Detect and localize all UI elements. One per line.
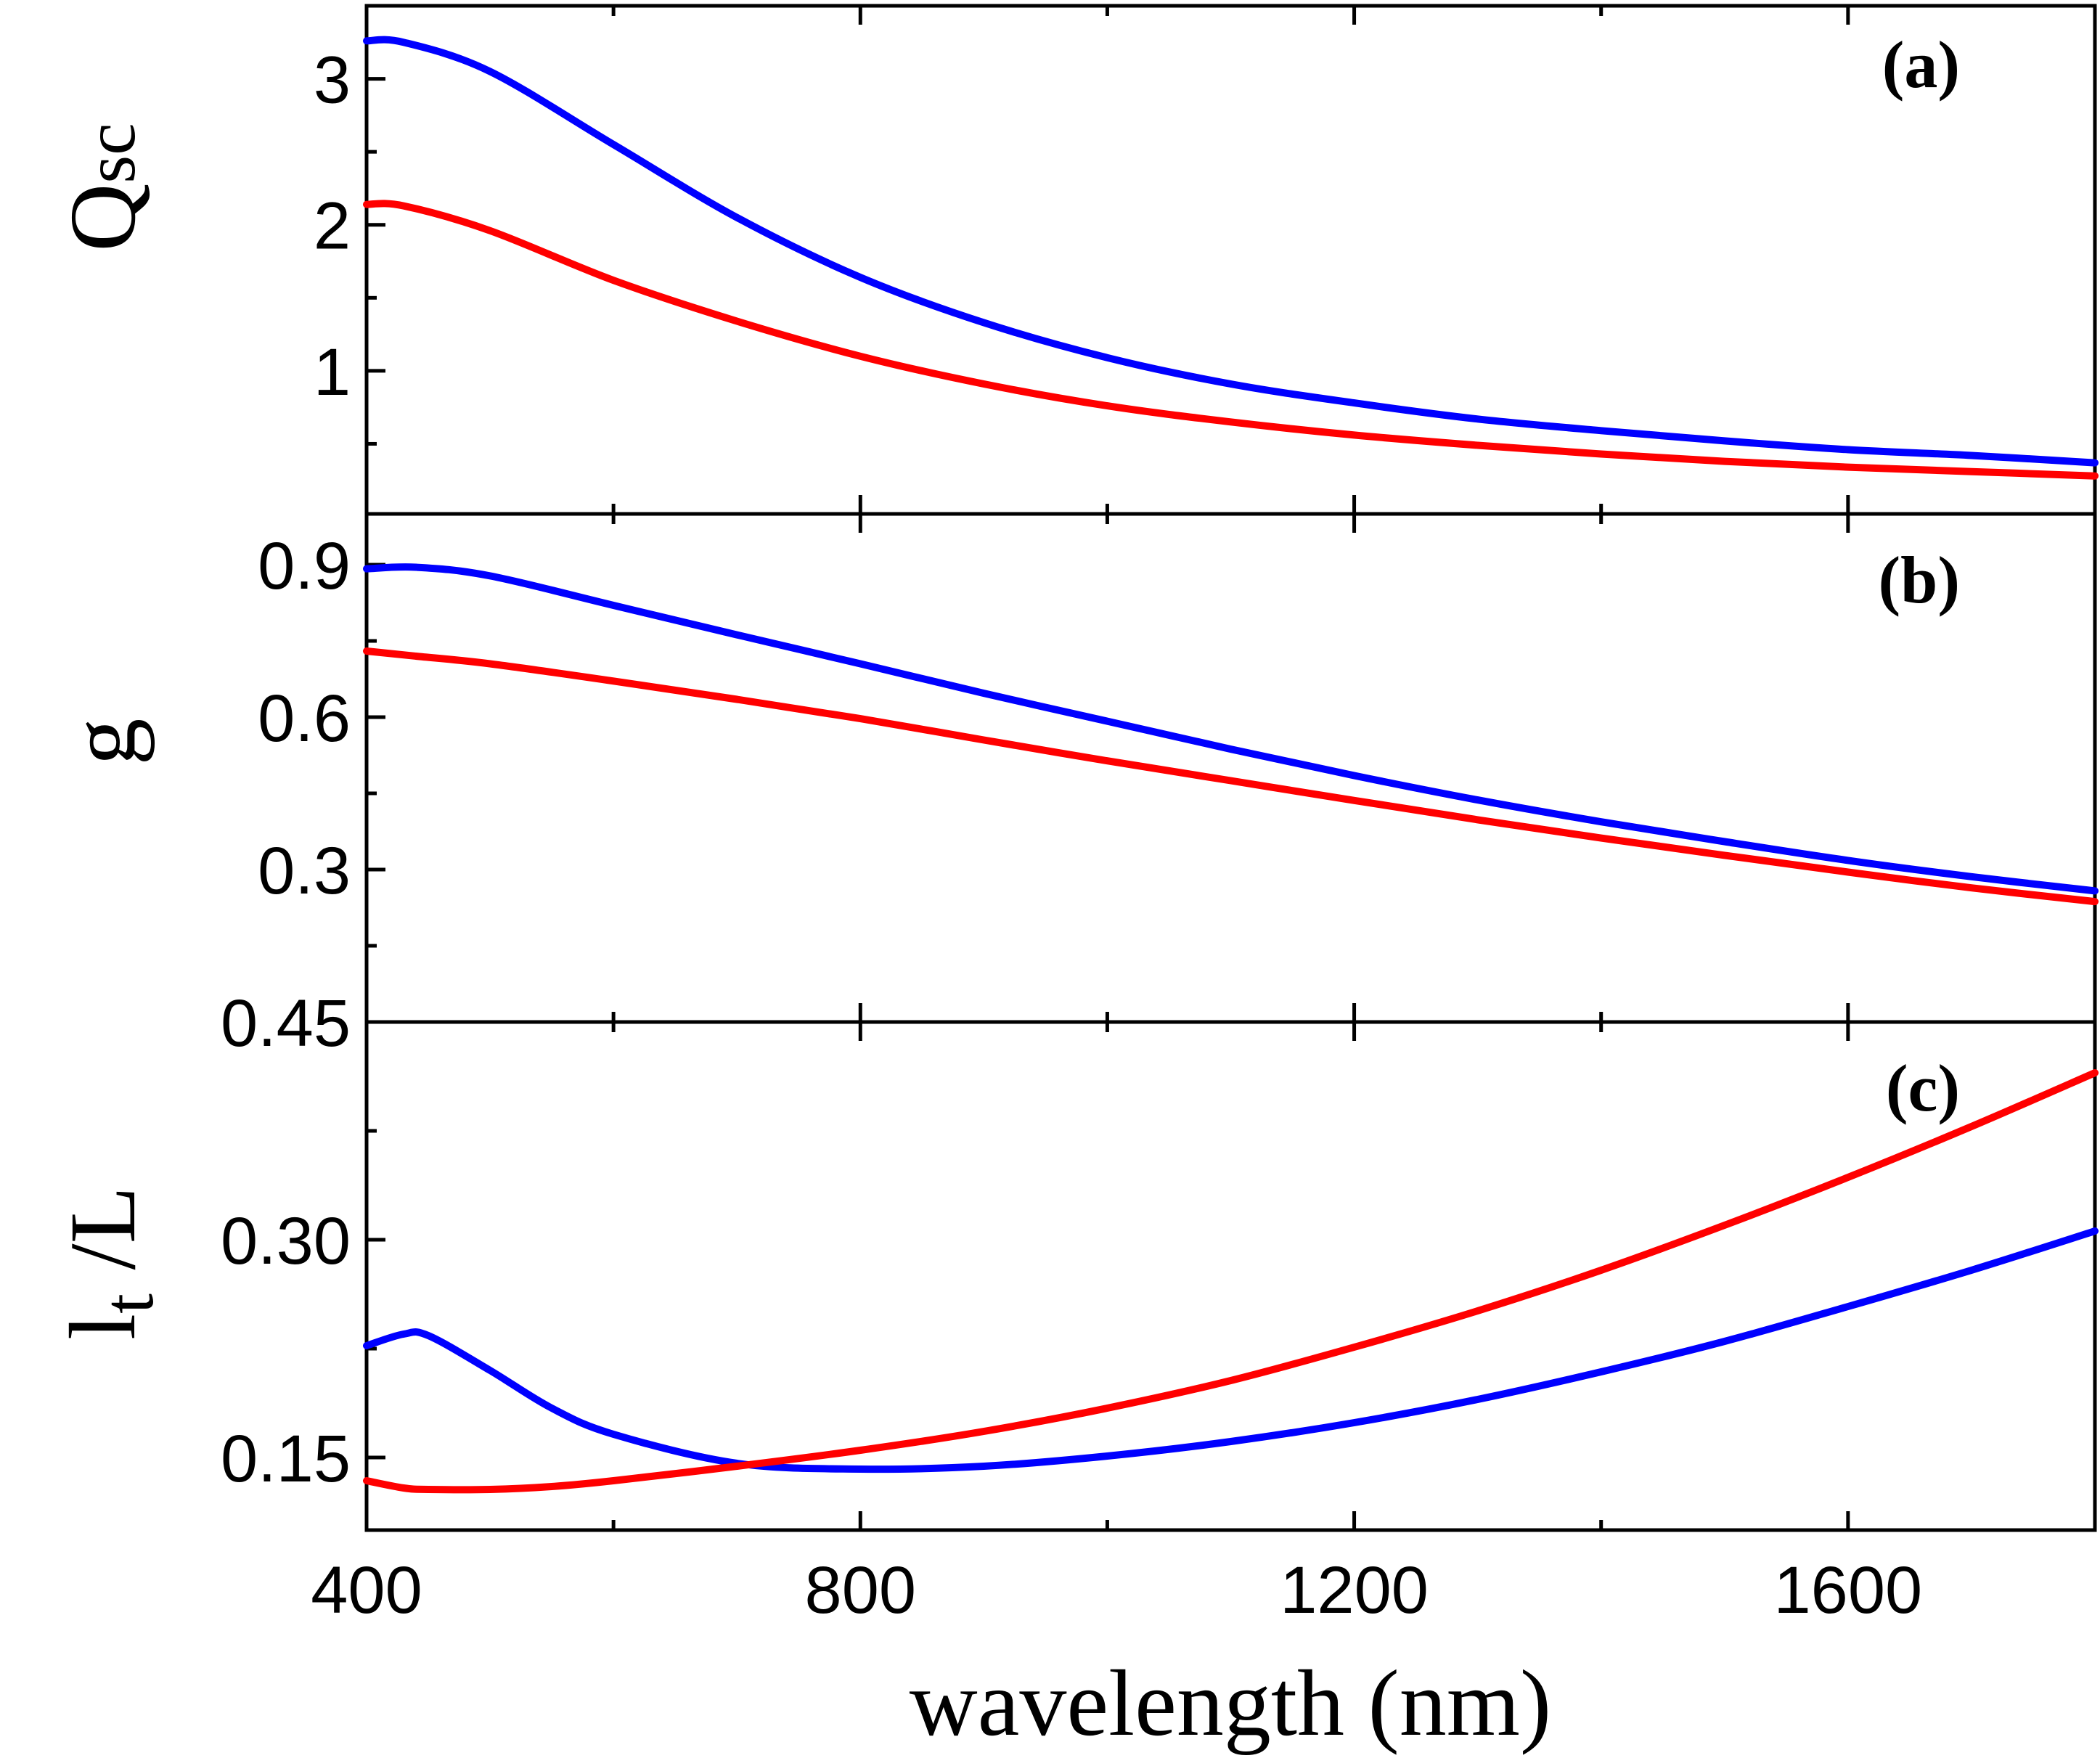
panel-b-ylabel: g: [51, 719, 155, 766]
panel-b-series-red: [363, 647, 2099, 906]
panel-c-frame: [364, 1020, 2097, 1532]
panel-c-series: [363, 1069, 2099, 1494]
panel-a-frame: [364, 4, 2097, 516]
panel-a-ytick-label: 3: [314, 44, 351, 118]
panel-b-frame: [364, 512, 2097, 1024]
panel-a: 1 2 3 (a) Qsc: [51, 4, 2099, 516]
x-axis: 400 800 1200 1600: [311, 1553, 1922, 1627]
panel-b-ytick-label: 0.3: [258, 834, 351, 908]
panel-b-tag: (b): [1879, 543, 1960, 617]
x-tick-label: 800: [805, 1553, 917, 1627]
panel-a-ylabel-main: Q: [51, 184, 155, 252]
panel-b-grid: 0.9 0.6 0.3: [258, 514, 1850, 1022]
panel-c-ylabel-main: l: [51, 1314, 155, 1340]
panel-b-ytick-label: 0.6: [258, 682, 351, 756]
panel-a-ytick-label: 2: [314, 189, 351, 263]
x-tick-label: 1200: [1280, 1553, 1429, 1627]
panel-b-series: [363, 563, 2099, 906]
x-axis-label: wavelength (nm): [910, 1651, 1551, 1756]
panel-c-ylabel-sub: t: [88, 1293, 168, 1314]
panel-b-series-blue: [363, 563, 2099, 895]
panel-c-ytick-label: 0.30: [221, 1204, 351, 1278]
x-tick-label: 1600: [1774, 1553, 1923, 1627]
panel-a-series-red: [363, 200, 2099, 480]
panel-a-ylabel: Qsc: [51, 123, 155, 251]
panel-c-series-red: [363, 1069, 2099, 1494]
panel-a-ylabel-sub: sc: [70, 123, 150, 183]
panel-c-tag: (c): [1886, 1051, 1960, 1125]
panel-a-series-blue: [363, 36, 2099, 467]
panel-c: 0.45 0.30 0.15 (c) lt /L 400 800 1200 1600 wa…: [51, 986, 2099, 1756]
panel-a-series: [363, 36, 2099, 480]
panel-c-ytick-label: 0.45: [221, 986, 351, 1060]
panel-c-ylabel-rest: /L: [51, 1186, 155, 1293]
panel-a-tag: (a): [1882, 28, 1960, 102]
panel-c-ytick-label: 0.15: [221, 1422, 351, 1496]
panel-c-series-blue: [363, 1227, 2099, 1473]
panel-c-grid: 0.45 0.30 0.15: [221, 986, 1850, 1530]
panel-a-grid: 1 2 3: [314, 6, 1850, 514]
x-tick-label: 400: [311, 1553, 422, 1627]
panel-b-ytick-label: 0.9: [258, 529, 351, 603]
panel-c-ylabel: lt /L: [51, 1186, 168, 1340]
panel-b: 0.9 0.6 0.3 (b) g: [51, 512, 2099, 1024]
panel-a-ytick-label: 1: [314, 335, 351, 409]
